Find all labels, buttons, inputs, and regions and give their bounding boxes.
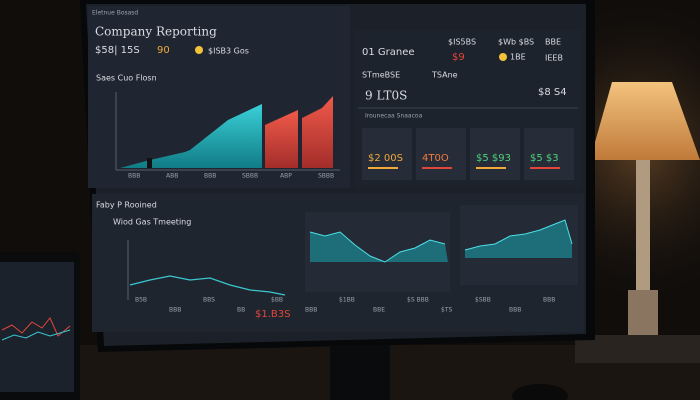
title: Company Reporting <box>95 25 217 39</box>
x-tick-label: SBBB <box>318 173 334 180</box>
mouse <box>512 384 568 400</box>
x-tick-label: ABP <box>280 173 292 180</box>
area <box>265 110 298 168</box>
chart-title: Saes Cuo Flosn <box>96 74 157 83</box>
tablet-screen <box>0 262 74 392</box>
stat: 01 Granee <box>362 47 415 58</box>
bar <box>147 158 152 168</box>
kpi-card <box>362 128 412 180</box>
stat: $IS5BS <box>448 38 476 47</box>
area <box>302 96 333 168</box>
lamp-base <box>628 290 658 335</box>
kpi-value: 4T0O <box>422 153 449 164</box>
line <box>129 275 286 296</box>
area <box>310 232 448 262</box>
line <box>309 231 446 263</box>
x-tick-label: BBB <box>169 307 181 314</box>
section-title: Faby P Rooined <box>96 201 157 210</box>
x-tick-label: $S BBB <box>407 297 429 304</box>
stat: IEEB <box>545 54 563 63</box>
x-tick-label: SBBB <box>242 173 258 180</box>
kpi-value: $5 $93 <box>476 153 511 164</box>
stat: TSAne <box>431 71 458 80</box>
kpi-value: $5 $3 <box>530 153 559 164</box>
x-tick-label: B5B <box>135 297 147 304</box>
x-tick-label: $1BB <box>339 297 355 304</box>
x-tick-label: BBB <box>305 307 317 314</box>
summary: $ISB3 Gos <box>208 47 249 56</box>
icon <box>499 53 507 61</box>
lamp-shade <box>590 82 700 160</box>
kpi-bar <box>530 167 560 169</box>
line <box>1 317 71 337</box>
x-tick-label: $TS <box>441 307 452 314</box>
kpi-title: Irounecaa Snaacoa <box>365 113 423 120</box>
stat: $Wb $BS <box>498 38 534 47</box>
area <box>465 220 572 258</box>
chart-title: Wiod Gas Tmeeting <box>113 218 191 227</box>
lamp-foot <box>575 335 700 363</box>
stat: $9 <box>452 52 465 63</box>
x-tick-label: BBB <box>204 173 216 180</box>
icon <box>195 46 203 54</box>
window-title: Eletnue Bosasd <box>92 10 138 17</box>
kpi-bar <box>368 167 398 169</box>
line <box>464 219 573 251</box>
x-tick-label: BBB <box>128 173 140 180</box>
x-tick-label: $SBB <box>475 297 491 304</box>
kpi-bar <box>476 167 506 169</box>
stat: 1BE <box>510 53 526 62</box>
area <box>120 104 262 168</box>
lamp-stem <box>636 160 650 290</box>
x-tick-label: BBS <box>203 297 215 304</box>
footer-stat: $1.B3S <box>255 309 290 320</box>
x-tick-label: BBE <box>373 307 385 314</box>
kpi-card <box>416 128 466 180</box>
stat: BBE <box>545 38 561 47</box>
kpi-card <box>524 128 574 180</box>
x-tick-label: ABB <box>166 173 178 180</box>
summary: $58| 15S <box>95 45 140 56</box>
x-tick-label: $BB <box>271 297 283 304</box>
stat: STmeBSE <box>362 71 400 80</box>
line <box>1 329 71 341</box>
x-tick-label: BB <box>237 307 245 314</box>
summary: 90 <box>157 45 170 56</box>
kpi-value: $2 00S <box>368 153 403 164</box>
x-tick-label: BBB <box>509 307 521 314</box>
kpi-bar <box>422 167 452 169</box>
monitor-stand <box>330 345 390 400</box>
stat: $8 S4 <box>538 87 567 98</box>
kpi-card <box>470 128 520 180</box>
stat: 9 LT0S <box>365 89 407 103</box>
x-tick-label: BBB <box>543 297 555 304</box>
